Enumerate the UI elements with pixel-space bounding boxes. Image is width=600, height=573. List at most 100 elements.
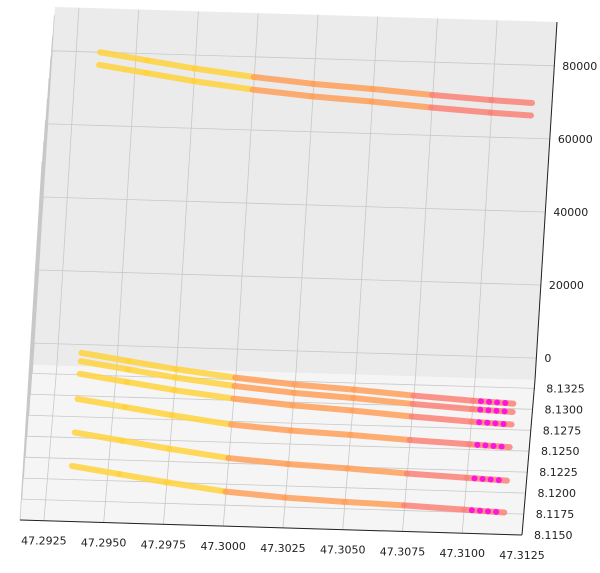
y-tick-label: 8.1325 <box>546 382 585 395</box>
track-segment <box>231 383 297 396</box>
spike-point <box>474 441 481 448</box>
y-tick-label: 8.1225 <box>539 466 578 479</box>
spike-point <box>486 398 493 405</box>
z-tick-label: 20000 <box>549 279 584 292</box>
track-segment <box>409 400 476 413</box>
y-tick-label: 8.1200 <box>538 487 577 500</box>
spike-point <box>495 477 502 484</box>
track-segment <box>78 349 132 365</box>
x-axis-line <box>19 519 523 536</box>
spike-point <box>482 442 489 449</box>
track-segment <box>347 431 413 443</box>
x-tick-label: 47.3075 <box>380 545 426 558</box>
z-tick-label: 0 <box>544 352 551 365</box>
track-segment <box>228 421 294 434</box>
track-segment <box>406 436 473 448</box>
z-grid-line <box>34 123 550 279</box>
y-tick-label: 8.1175 <box>536 508 575 521</box>
track-segment <box>225 455 291 468</box>
spike-point <box>500 420 507 427</box>
track-segment <box>222 488 289 501</box>
y-axis-line <box>521 379 536 536</box>
track-segment <box>341 498 408 509</box>
z-tick-label: 60000 <box>558 133 593 146</box>
track-segment <box>144 57 198 72</box>
spike-point <box>468 507 475 514</box>
series-track-6 <box>78 349 517 407</box>
track-segment <box>282 494 348 505</box>
track-segment <box>249 86 316 100</box>
track-segment <box>116 471 170 486</box>
track-segment <box>232 374 298 388</box>
series-track-8 <box>97 49 536 106</box>
spike-point <box>476 419 483 426</box>
z-tick-label: 80000 <box>562 60 597 73</box>
spike-point <box>493 407 500 414</box>
z-axis-ticks: 0 20000 40000 60000 80000 <box>544 60 597 365</box>
track-segment <box>427 104 494 116</box>
track-segment <box>172 374 238 390</box>
x-grid-line <box>461 20 498 534</box>
y-tick-label: 8.1250 <box>541 445 580 458</box>
spike-point <box>502 400 509 407</box>
spike-point <box>490 443 497 450</box>
z-grid-line <box>38 50 555 206</box>
x-axis-ticks: 47.2925 47.2950 47.2975 47.3000 47.3025 47.30… <box>21 535 545 562</box>
x-grid-line <box>402 18 438 532</box>
track-segment <box>369 85 436 98</box>
spike-point <box>498 443 505 450</box>
x-tick-label: 47.3000 <box>200 540 246 553</box>
track-segment <box>284 461 351 472</box>
track-segment <box>166 445 232 462</box>
track-segment <box>429 91 495 104</box>
track-segment <box>250 74 317 87</box>
spike-point <box>485 508 492 515</box>
series-track-7 <box>96 61 534 119</box>
x-grid-line <box>43 7 80 521</box>
track-segment <box>291 381 357 393</box>
track-segment <box>310 80 376 92</box>
spike-point <box>492 420 499 427</box>
track-segment <box>119 437 173 452</box>
track-segment <box>230 395 296 409</box>
spike-point <box>494 399 501 406</box>
track-segment <box>143 69 197 85</box>
track-segment <box>309 93 375 105</box>
track-segment <box>488 97 536 106</box>
z-tick-label: 40000 <box>553 206 588 219</box>
track-segment <box>403 470 470 481</box>
spike-point <box>487 476 494 483</box>
track-segment <box>350 394 416 407</box>
y-tick-label: 8.1300 <box>545 403 584 416</box>
track-segment <box>121 404 176 419</box>
track-segment <box>163 479 229 495</box>
track-segment <box>349 407 415 420</box>
track-segment <box>125 358 179 373</box>
track-segment <box>408 413 475 425</box>
track-segment <box>74 395 128 411</box>
spike-point <box>485 407 492 414</box>
track-segment <box>191 65 257 81</box>
series-track-1 <box>68 462 508 516</box>
track-segment <box>171 387 237 402</box>
track-segment <box>172 366 239 381</box>
z-grid-line <box>25 269 541 426</box>
data-series <box>68 49 536 516</box>
x-grid-line <box>342 16 379 530</box>
spike-point <box>477 406 484 413</box>
x-tick-label: 47.2975 <box>141 538 187 551</box>
axis-lines <box>19 21 558 536</box>
track-segment <box>68 462 123 478</box>
spike-point <box>501 408 508 415</box>
x-tick-label: 47.3025 <box>260 542 306 555</box>
spike-point <box>477 398 484 405</box>
series-track-3 <box>74 395 513 451</box>
z-grid-line <box>20 342 537 499</box>
y-tick-label: 8.1275 <box>543 424 582 437</box>
track-segment <box>401 502 467 513</box>
track-segment <box>410 392 476 404</box>
track-segment <box>368 98 434 111</box>
x-grid-line <box>222 13 259 527</box>
y-axis-ticks: 8.1150 8.1175 8.1200 8.1225 8.1250 8.1275 8.13… <box>534 382 585 542</box>
